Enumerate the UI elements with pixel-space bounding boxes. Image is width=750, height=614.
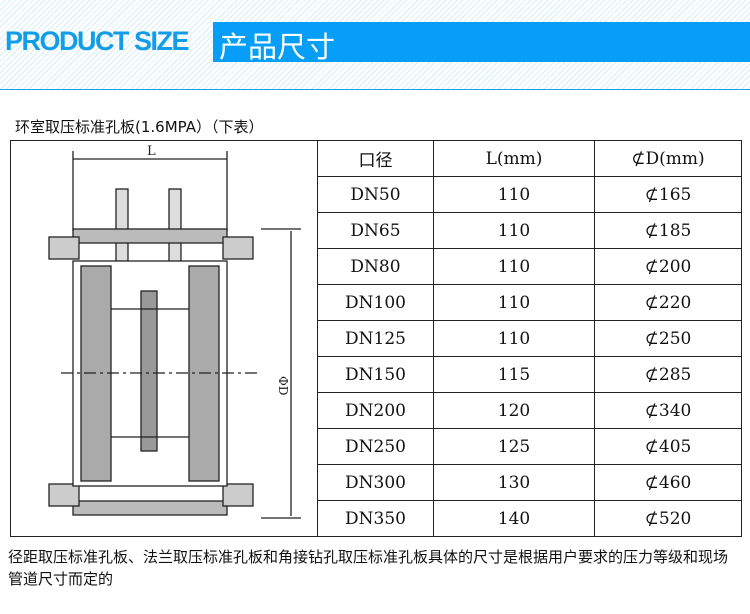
cell-L: 110 xyxy=(433,320,595,357)
header-banner: PRODUCT SIZE 产品尺寸 xyxy=(0,0,750,90)
cell-caliber: DN300 xyxy=(317,464,434,501)
label-L: L xyxy=(147,144,156,159)
cell-L: 110 xyxy=(433,284,595,321)
orifice-drawing-cell: L ΦD xyxy=(10,140,318,537)
table-row: DN150 115 ⊄285 xyxy=(11,356,742,393)
title-cn: 产品尺寸 xyxy=(219,30,336,64)
cell-D: ⊄520 xyxy=(594,500,742,537)
cell-D: ⊄405 xyxy=(594,428,742,465)
cell-D: ⊄165 xyxy=(594,176,742,213)
cell-D: ⊄250 xyxy=(594,320,742,357)
cell-D: ⊄340 xyxy=(594,392,742,429)
cell-D: ⊄200 xyxy=(594,248,742,285)
orifice-plate-drawing: L ΦD xyxy=(48,144,301,519)
table-row: DN350 140 ⊄520 xyxy=(11,500,742,537)
cell-D: ⊄220 xyxy=(594,284,742,321)
cell-L: 115 xyxy=(433,356,595,393)
table-row: DN300 130 ⊄460 xyxy=(11,464,742,501)
cell-L: 130 xyxy=(433,464,595,501)
cell-D: ⊄460 xyxy=(594,464,742,501)
title-en: PRODUCT SIZE xyxy=(5,26,190,56)
header-D: ⊄D(mm) xyxy=(594,140,742,177)
cell-caliber: DN80 xyxy=(317,248,434,285)
header-L: L(mm) xyxy=(433,140,595,177)
label-D: ΦD xyxy=(276,376,290,395)
cell-L: 125 xyxy=(433,428,595,465)
cell-caliber: DN350 xyxy=(317,500,434,537)
cell-caliber: DN50 xyxy=(317,176,434,213)
table-row: DN250 125 ⊄405 xyxy=(11,428,742,465)
table-row: DN80 110 ⊄200 xyxy=(11,248,742,285)
cell-caliber: DN100 xyxy=(317,284,434,321)
cell-L: 110 xyxy=(433,212,595,249)
cell-L: 120 xyxy=(433,392,595,429)
cell-caliber: DN65 xyxy=(317,212,434,249)
cell-caliber: DN250 xyxy=(317,428,434,465)
cell-D: ⊄185 xyxy=(594,212,742,249)
table-row: DN100 110 ⊄220 xyxy=(11,284,742,321)
footnote: 径距取压标准孔板、法兰取压标准孔板和角接钻孔取压标准孔板具体的尺寸是根据用户要求… xyxy=(8,548,729,588)
cell-L: 140 xyxy=(433,500,595,537)
cell-L: 110 xyxy=(433,248,595,285)
header-caliber: 口径 xyxy=(317,140,434,177)
cell-caliber: DN150 xyxy=(317,356,434,393)
cell-L: 110 xyxy=(433,176,595,213)
cell-D: ⊄285 xyxy=(594,356,742,393)
table-row: DN200 120 ⊄340 xyxy=(11,392,742,429)
cell-caliber: DN200 xyxy=(317,392,434,429)
table-header-row: L ΦD 口径 L(mm) ⊄D(mm) xyxy=(10,140,742,537)
title-cn-box: 产品尺寸 xyxy=(213,22,750,64)
size-table: L ΦD 口径 L(mm) ⊄D(mm) DN50 110 ⊄165 DN65 110 ⊄… xyxy=(10,140,742,537)
subtitle: 环室取压标准孔板(1.6MPA）（下表） xyxy=(15,118,264,136)
cell-caliber: DN125 xyxy=(317,320,434,357)
